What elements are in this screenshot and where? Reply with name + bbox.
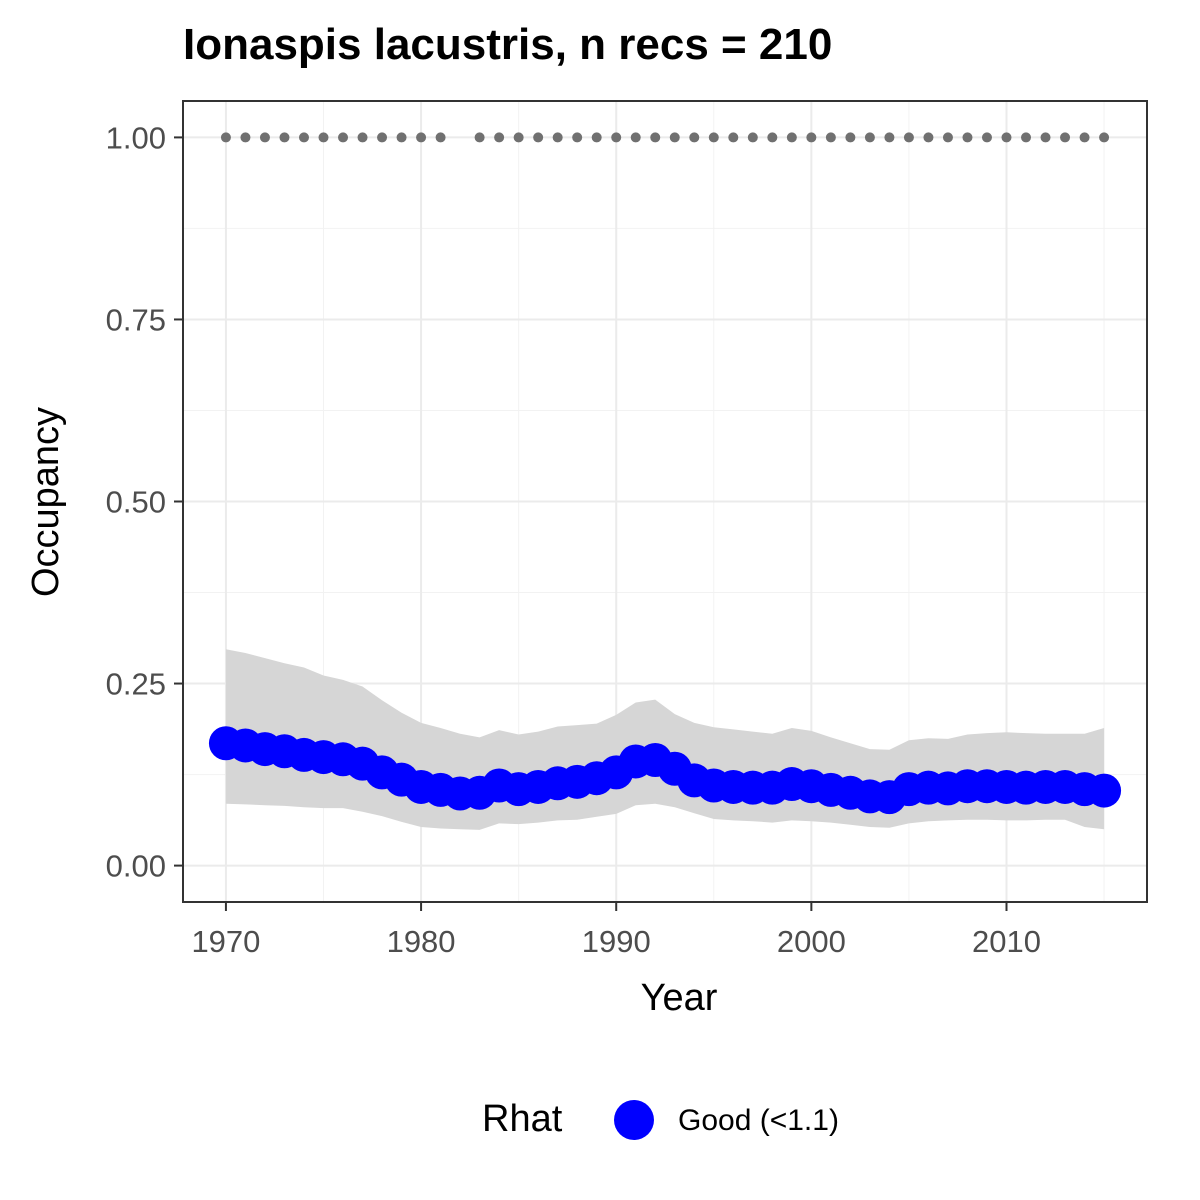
top-point [220, 132, 231, 143]
credible-interval-band [225, 649, 1105, 830]
y-axis-label: Occupancy [25, 407, 67, 597]
top-point [552, 132, 563, 143]
top-point [708, 132, 719, 143]
x-tick-label: 1990 [582, 924, 651, 959]
top-point [1001, 132, 1012, 143]
occupancy-point [1087, 773, 1122, 808]
legend-title: Rhat [482, 1098, 563, 1140]
top-point [1040, 132, 1051, 143]
top-point [416, 132, 427, 143]
top-point [240, 132, 251, 143]
top-point [279, 132, 290, 143]
occupancy-chart: 0.00 0.25 0.50 0.75 1.00 1970 1980 1990 2000 201… [25, 100, 1148, 1019]
top-point [259, 132, 270, 143]
legend-key-good [614, 1100, 654, 1140]
top-point [650, 132, 661, 143]
chart-title: Ionaspis lacustris, n recs = 210 [183, 20, 833, 69]
top-point [825, 132, 836, 143]
top-point [962, 132, 973, 143]
top-point [1079, 132, 1090, 143]
top-point [669, 132, 680, 143]
y-tick-label: 0.75 [106, 302, 166, 337]
top-point [786, 132, 797, 143]
y-tick-label: 0.50 [106, 485, 166, 520]
top-point [1099, 132, 1110, 143]
top-point [767, 132, 778, 143]
top-point [981, 132, 992, 143]
y-tick-label: 0.00 [106, 849, 166, 884]
x-tick-label: 2010 [972, 924, 1041, 959]
top-point [494, 132, 505, 143]
top-point [611, 132, 622, 143]
x-axis-label: Year [641, 977, 718, 1019]
x-axis: 1970 1980 1990 2000 2010 [191, 902, 1041, 959]
top-point [942, 132, 953, 143]
y-axis: 0.00 0.25 0.50 0.75 1.00 [106, 120, 183, 884]
top-point [377, 132, 388, 143]
top-point [533, 132, 544, 143]
top-point [747, 132, 758, 143]
top-point [1021, 132, 1032, 143]
top-point [689, 132, 700, 143]
top-point [591, 132, 602, 143]
top-point [318, 132, 329, 143]
top-point [435, 132, 446, 143]
top-point [845, 132, 856, 143]
top-point [903, 132, 914, 143]
top-point [357, 132, 368, 143]
occupancy-points [208, 726, 1122, 815]
top-point [474, 132, 485, 143]
top-points [220, 132, 1110, 143]
y-tick-label: 1.00 [106, 120, 166, 155]
top-point [1060, 132, 1071, 143]
legend: Rhat Good (<1.1) [0, 1090, 1200, 1150]
top-point [806, 132, 817, 143]
top-point [298, 132, 309, 143]
x-tick-label: 1970 [191, 924, 260, 959]
interval-ribbon [225, 649, 1105, 830]
top-point [338, 132, 349, 143]
top-point [513, 132, 524, 143]
top-point [396, 132, 407, 143]
legend-label-good: Good (<1.1) [678, 1104, 839, 1137]
top-point [572, 132, 583, 143]
top-point [884, 132, 895, 143]
top-point [923, 132, 934, 143]
x-tick-label: 2000 [777, 924, 846, 959]
top-point [728, 132, 739, 143]
y-tick-label: 0.25 [106, 667, 166, 702]
top-point [864, 132, 875, 143]
x-tick-label: 1980 [387, 924, 456, 959]
top-point [630, 132, 641, 143]
